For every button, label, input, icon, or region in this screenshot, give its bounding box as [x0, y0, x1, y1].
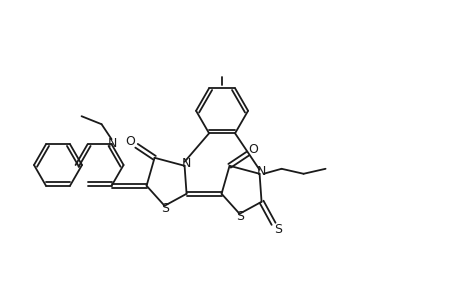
Text: O: O: [125, 135, 135, 148]
Text: S: S: [274, 223, 282, 236]
Text: N: N: [256, 165, 266, 178]
Text: N: N: [181, 157, 191, 170]
Text: S: S: [161, 202, 169, 215]
Text: N: N: [108, 137, 117, 150]
Text: O: O: [248, 143, 258, 156]
Text: S: S: [236, 210, 244, 223]
